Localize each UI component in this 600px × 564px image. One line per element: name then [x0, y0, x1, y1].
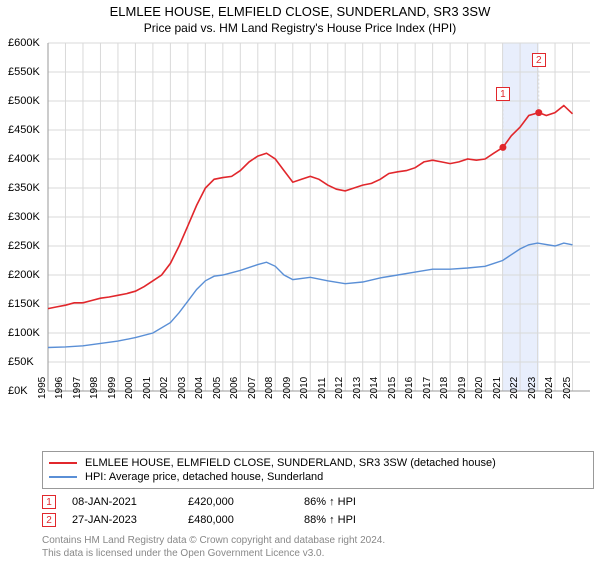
legend-swatch-hpi — [49, 476, 77, 478]
x-tick-label: 2025 — [561, 377, 589, 399]
chart-title: ELMLEE HOUSE, ELMFIELD CLOSE, SUNDERLAND… — [0, 4, 600, 19]
y-tick-label: £450K — [8, 124, 40, 136]
credit-text: Contains HM Land Registry data © Crown c… — [42, 535, 594, 560]
chart-subtitle: Price paid vs. HM Land Registry's House … — [0, 21, 600, 35]
y-tick-label: £300K — [8, 211, 40, 223]
chart-area: £0K £50K £100K £150K £200K £250K £300K £350K £40… — [6, 41, 594, 421]
sale-marker-2: 2 — [42, 513, 56, 527]
legend-swatch-price — [49, 462, 77, 464]
sale-pct-1: 86% ↑ HPI — [304, 496, 424, 508]
credit-line-1: Contains HM Land Registry data © Crown c… — [42, 535, 594, 548]
chart-marker-1: 1 — [496, 87, 510, 101]
y-tick-label: £0K — [8, 385, 28, 397]
y-tick-label: £100K — [8, 327, 40, 339]
chart-marker-2: 2 — [532, 53, 546, 67]
sale-pct-2: 88% ↑ HPI — [304, 514, 424, 526]
legend-label-price: ELMLEE HOUSE, ELMFIELD CLOSE, SUNDERLAND… — [85, 457, 496, 469]
table-row: 2 27-JAN-2023 £480,000 88% ↑ HPI — [42, 511, 594, 529]
y-tick-label: £50K — [8, 356, 34, 368]
sale-marker-1: 1 — [42, 495, 56, 509]
sales-table: 1 08-JAN-2021 £420,000 86% ↑ HPI 2 27-JA… — [42, 493, 594, 560]
y-tick-label: £500K — [8, 95, 40, 107]
y-tick-label: £250K — [8, 240, 40, 252]
y-tick-label: £550K — [8, 66, 40, 78]
y-tick-label: £600K — [8, 37, 40, 49]
y-tick-label: £150K — [8, 298, 40, 310]
sale-date-1: 08-JAN-2021 — [72, 496, 172, 508]
legend-item-price: ELMLEE HOUSE, ELMFIELD CLOSE, SUNDERLAND… — [49, 456, 587, 470]
sale-date-2: 27-JAN-2023 — [72, 514, 172, 526]
y-tick-label: £350K — [8, 182, 40, 194]
y-tick-label: £200K — [8, 269, 40, 281]
y-tick-label: £400K — [8, 153, 40, 165]
credit-line-2: This data is licensed under the Open Gov… — [42, 548, 594, 561]
legend-label-hpi: HPI: Average price, detached house, Sund… — [85, 471, 323, 483]
legend: ELMLEE HOUSE, ELMFIELD CLOSE, SUNDERLAND… — [42, 451, 594, 489]
sale-price-2: £480,000 — [188, 514, 288, 526]
table-row: 1 08-JAN-2021 £420,000 86% ↑ HPI — [42, 493, 594, 511]
sale-price-1: £420,000 — [188, 496, 288, 508]
legend-item-hpi: HPI: Average price, detached house, Sund… — [49, 470, 587, 484]
